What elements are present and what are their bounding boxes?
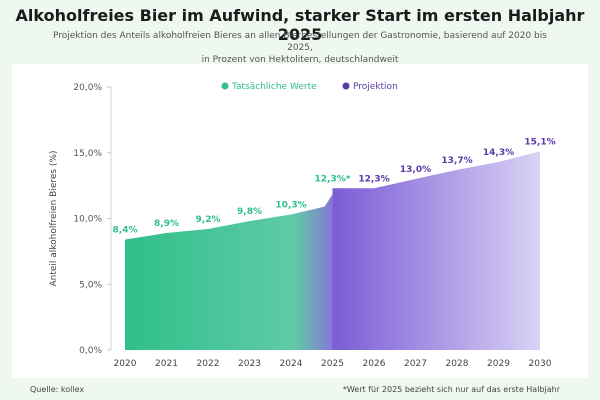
- x-tick-label: 2022: [197, 359, 220, 369]
- legend-marker-actual: [221, 82, 229, 90]
- data-label-projection: 15,1%: [524, 137, 555, 147]
- y-axis-title: Anteil alkoholfreien Bieres (%): [49, 150, 59, 286]
- data-label-actual: 8,9%: [154, 219, 179, 229]
- projection-area: [332, 151, 540, 350]
- x-tick-label: 2025: [321, 359, 344, 369]
- data-label-projection: 12,3%: [358, 174, 389, 184]
- x-tick-label: 2026: [363, 359, 386, 369]
- data-label-projection: 13,7%: [441, 156, 472, 166]
- y-tick-label: 10,0%: [73, 215, 102, 225]
- data-label-projection: 13,0%: [400, 165, 431, 175]
- footnote: *Wert für 2025 bezieht sich nur auf das …: [342, 385, 560, 394]
- subtitle-line-1: Projektion des Anteils alkoholfreien Bie…: [53, 31, 547, 53]
- legend-marker-projection: [342, 82, 350, 90]
- x-tick-label: 2020: [114, 359, 137, 369]
- data-label-actual: 9,8%: [237, 207, 262, 217]
- data-label-actual: 8,4%: [113, 226, 138, 236]
- y-tick-label: 20,0%: [73, 83, 102, 93]
- chart-title: Alkoholfreies Bier im Aufwind, starker S…: [15, 6, 585, 44]
- x-tick-label: 2023: [238, 359, 261, 369]
- data-label-actual: 12,3%*: [315, 174, 351, 184]
- legend-label-actual: Tatsächliche Werte: [231, 82, 317, 92]
- x-tick-label: 2024: [280, 359, 303, 369]
- source-note: Quelle: kollex: [30, 385, 85, 394]
- chart-subtitle: Projektion des Anteils alkoholfreien Bie…: [40, 30, 560, 66]
- x-tick-label: 2021: [155, 359, 178, 369]
- data-label-actual: 9,2%: [196, 215, 221, 225]
- x-tick-label: 2028: [446, 359, 469, 369]
- y-tick-label: 5,0%: [79, 280, 102, 290]
- data-label-projection: 14,3%: [483, 148, 514, 158]
- subtitle-line-2: in Prozent von Hektolitern, deutschlandw…: [201, 55, 399, 65]
- actual-values-area: [125, 188, 337, 350]
- legend-label-projection: Projektion: [353, 82, 398, 92]
- data-label-actual: 10,3%: [275, 201, 306, 211]
- x-tick-label: 2027: [404, 359, 427, 369]
- y-tick-label: 0,0%: [79, 346, 102, 356]
- x-tick-label: 2030: [529, 359, 552, 369]
- y-tick-label: 15,0%: [73, 149, 102, 159]
- x-tick-label: 2029: [487, 359, 510, 369]
